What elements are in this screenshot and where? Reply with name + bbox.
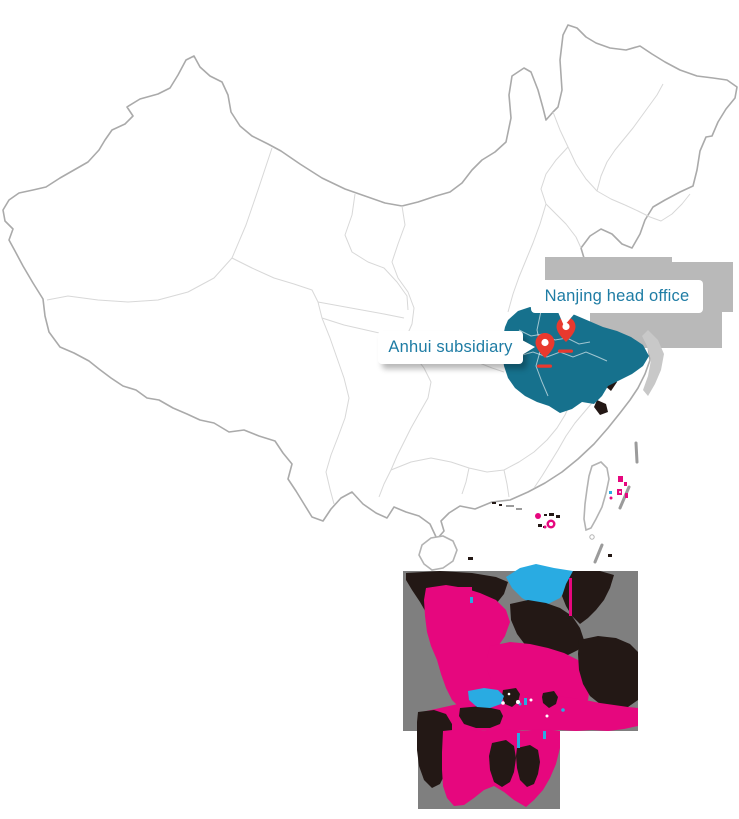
callout-pointer-right (522, 340, 535, 355)
anhui-office-callout[interactable]: Anhui subsidiary (378, 331, 535, 364)
taiwan-island (583, 461, 610, 532)
hainan-island (418, 535, 458, 571)
province-borders (46, 83, 691, 505)
islet-marks-south (492, 502, 560, 529)
callout-pointer-down (558, 312, 576, 326)
anhui-office-label: Anhui subsidiary (388, 338, 513, 356)
islet-marks-east (609, 476, 628, 500)
nanjing-office-label: Nanjing head office (544, 287, 690, 305)
glitch-white-specks (501, 692, 549, 718)
penghu-islet (589, 534, 595, 540)
nanjing-office-callout[interactable]: Nanjing head office (531, 280, 703, 326)
nine-dash-line (593, 441, 639, 564)
glitch-artifact-overlay (403, 554, 638, 809)
map-pin-icon-anhui[interactable] (535, 333, 555, 368)
